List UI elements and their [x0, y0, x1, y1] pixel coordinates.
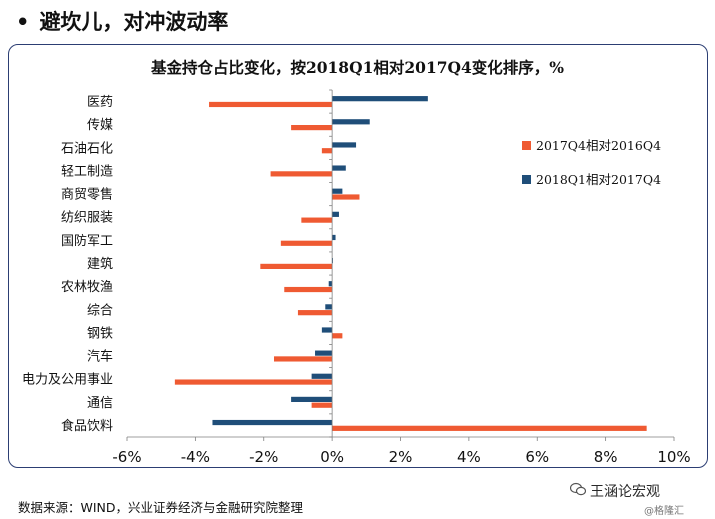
watermark-account: 王涵论宏观 — [590, 484, 660, 500]
bar-2017q4 — [274, 356, 333, 362]
bar-2018q1 — [325, 304, 333, 310]
bullet-marker: • — [16, 10, 30, 34]
category-label: 石油石化 — [61, 141, 113, 156]
x-tick-label: 6% — [525, 448, 549, 466]
bar-2017q4 — [174, 379, 333, 385]
bar-2017q4 — [280, 240, 333, 246]
bar-2018q1 — [332, 211, 339, 217]
legend-swatch — [522, 175, 531, 184]
bar-2017q4 — [291, 125, 333, 131]
bar-2018q1 — [332, 142, 357, 148]
bar-2017q4 — [332, 425, 647, 431]
x-tick-label: 4% — [457, 448, 481, 466]
bar-2017q4 — [311, 402, 333, 408]
bar-2017q4 — [260, 263, 333, 269]
category-label: 商贸零售 — [61, 187, 113, 203]
category-label: 国防军工 — [61, 233, 113, 249]
legend-swatch — [522, 141, 531, 150]
x-tick-label: 0% — [320, 448, 344, 466]
chart-frame — [8, 44, 708, 468]
bar-2017q4 — [321, 148, 333, 154]
category-label: 医药 — [87, 95, 113, 110]
wechat-icon — [570, 482, 586, 496]
x-tick-label: -6% — [112, 448, 141, 466]
bar-2017q4 — [209, 101, 333, 108]
category-label: 电力及公用事业 — [22, 373, 113, 388]
category-label: 传媒 — [87, 118, 113, 133]
category-label: 建筑 — [87, 256, 113, 272]
bar-2017q4 — [284, 286, 333, 293]
watermark-source: @格隆汇 — [644, 506, 684, 517]
bar-2018q1 — [212, 419, 333, 426]
x-tick-label: 2% — [389, 448, 413, 466]
page-heading-text: 避坎儿，对冲波动率 — [39, 10, 229, 34]
category-label: 通信 — [87, 396, 113, 411]
bar-2018q1 — [332, 188, 343, 194]
x-tick-label: 10% — [657, 448, 690, 466]
bar-2018q1 — [315, 350, 333, 356]
legend-label: 2017Q4相对2016Q4 — [536, 138, 661, 153]
bar-2018q1 — [332, 165, 346, 171]
category-label: 食品饮料 — [61, 418, 113, 434]
x-tick-label: -2% — [249, 448, 278, 466]
x-tick-label: 8% — [594, 448, 618, 466]
bar-2018q1 — [332, 234, 336, 241]
bar-2018q1 — [321, 327, 333, 333]
bar-2018q1 — [291, 396, 333, 402]
category-label: 纺织服装 — [61, 211, 113, 226]
bar-2018q1 — [332, 119, 370, 125]
bar-2017q4 — [332, 333, 343, 339]
chart-title: 基金持仓占比变化，按2018Q1相对2017Q4变化排序，% — [150, 58, 565, 77]
category-label: 综合 — [87, 303, 113, 318]
category-label: 汽车 — [87, 349, 113, 365]
bar-2017q4 — [270, 171, 333, 177]
category-label: 钢铁 — [87, 326, 113, 341]
page-heading: • 避坎儿，对冲波动率 — [16, 6, 228, 36]
bar-2018q1 — [328, 281, 333, 287]
bar-2018q1 — [332, 96, 428, 102]
source-note: 数据来源：WIND，兴业证券经济与金融研究院整理 — [18, 500, 304, 515]
x-tick-label: -4% — [181, 448, 210, 466]
bar-2017q4 — [297, 310, 333, 316]
bar-2018q1 — [311, 373, 333, 379]
bar-2017q4 — [332, 194, 360, 200]
bar-2017q4 — [301, 217, 333, 223]
legend-label: 2018Q1相对2017Q4 — [536, 172, 661, 187]
category-label: 轻工制造 — [61, 164, 113, 179]
category-label: 农林牧渔 — [61, 280, 113, 295]
